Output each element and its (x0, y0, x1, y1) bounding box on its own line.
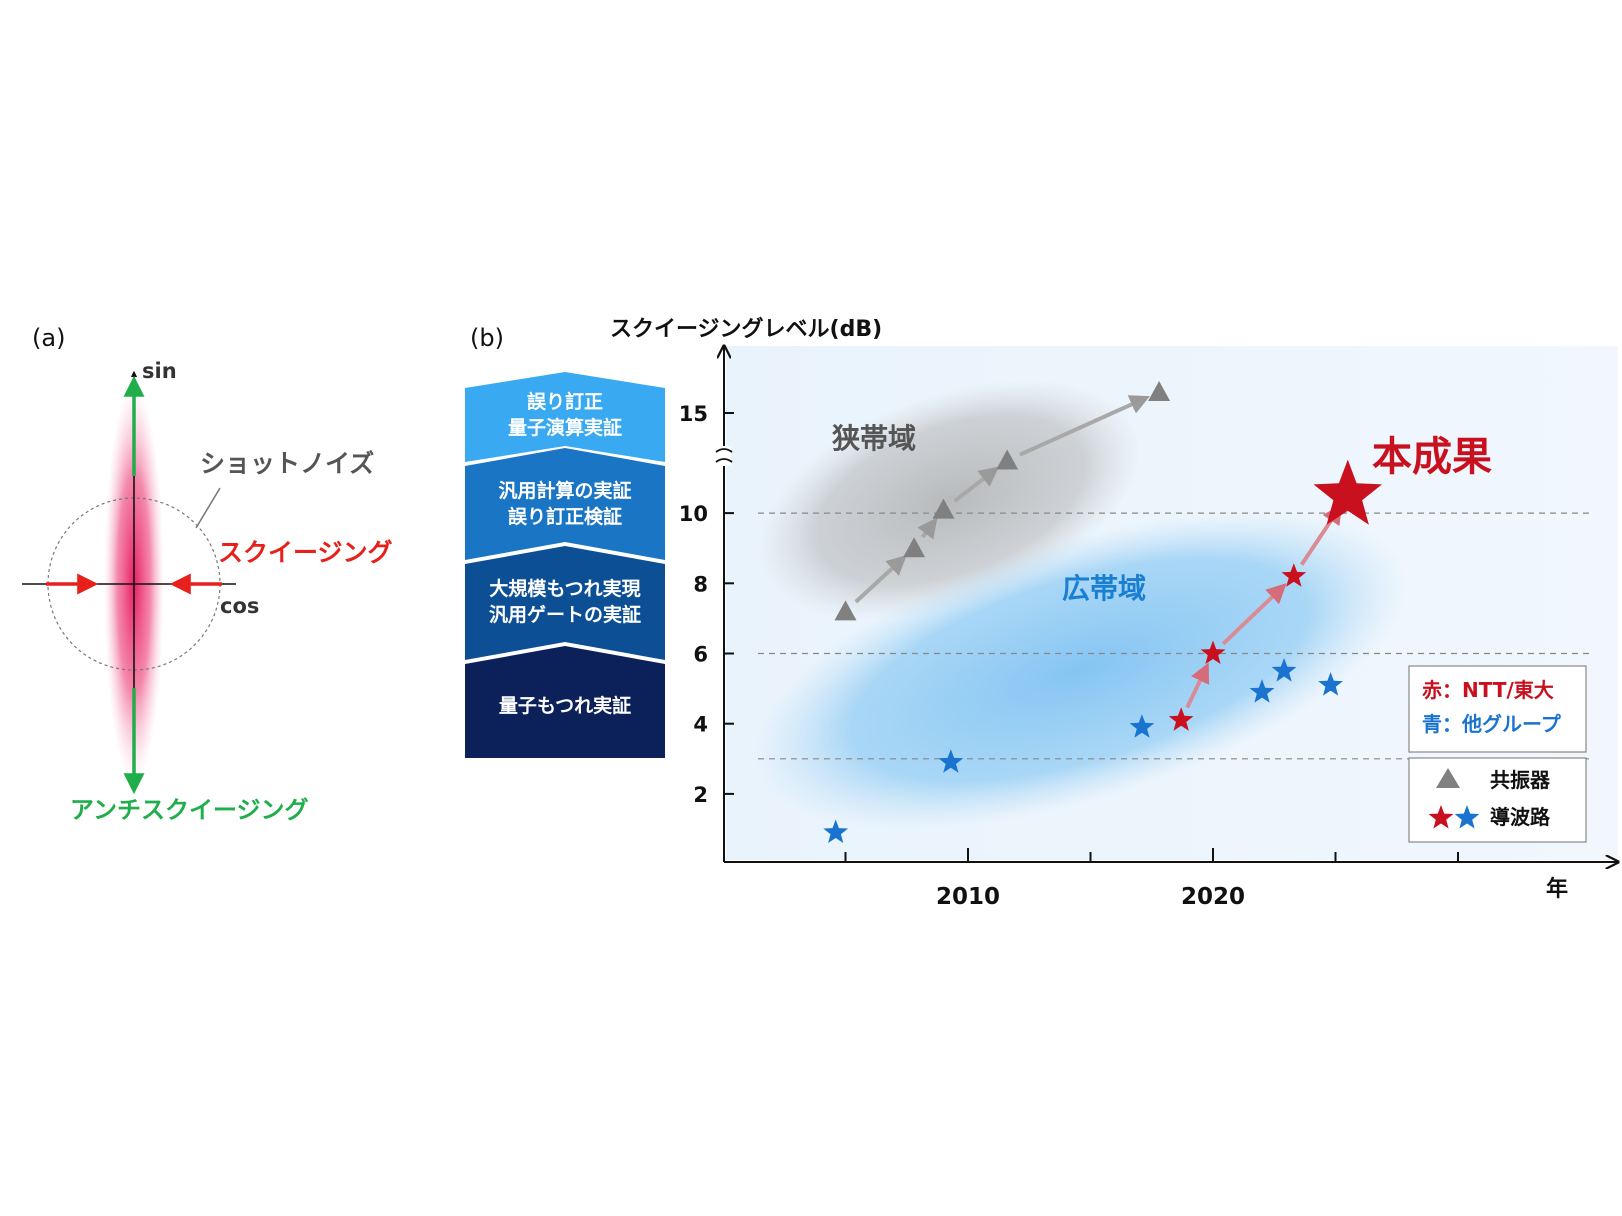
legend-blue-star-icon (1454, 805, 1480, 829)
stage-4-line1: 誤り訂正 (527, 390, 603, 413)
panel-b-label: (b) (470, 324, 504, 352)
y-tick-label: 4 (693, 713, 708, 737)
data-markers (823, 381, 1382, 843)
x-ticks: 2010 2020 (844, 848, 1459, 910)
resonator-trend-arrow (953, 466, 1000, 503)
resonator-trend-arrow (1019, 395, 1150, 457)
resonator-point (834, 600, 857, 621)
x-tick-label: 2020 (1181, 884, 1245, 910)
other-waveguide-point (938, 749, 964, 773)
resonator-trend-arrow (854, 554, 907, 604)
stage-2-block (465, 546, 665, 660)
other-waveguide-point (1318, 672, 1343, 696)
y-axis-title: スクイージングレベル(dB) (610, 316, 882, 342)
panel-a-label: (a) (32, 324, 65, 352)
legend-resonator-label: 共振器 (1490, 768, 1551, 792)
ntt-trend-arrow (1221, 583, 1287, 646)
y-axis-break (715, 446, 733, 466)
shot-noise-label: ショットノイズ (200, 449, 374, 478)
shot-noise-leader (195, 487, 221, 529)
legend-blue-group: 青：他グループ (1422, 712, 1562, 736)
stage-2-line2: 汎用ゲートの実証 (489, 603, 641, 626)
other-waveguide-point (1249, 679, 1275, 703)
stage-column: 誤り訂正 量子演算実証 汎用計算の実証 誤り訂正検証 大規模もつれ実現 汎用ゲー… (465, 372, 665, 758)
y-tick-label: 15 (679, 402, 708, 426)
marker-legend: 共振器 導波路 (1408, 757, 1587, 843)
ntt-waveguide-point (1200, 640, 1226, 664)
broadband-label: 広帯域 (1062, 572, 1146, 605)
resonator-point (1148, 381, 1171, 401)
other-waveguide-point (1271, 658, 1297, 682)
legend-triangle-icon (1436, 768, 1460, 788)
sin-label: sin (142, 359, 177, 383)
stage-2-line1: 大規模もつれ実現 (489, 577, 640, 600)
ntt-trend-arrow (1185, 662, 1210, 709)
stage-1-block (465, 646, 665, 758)
ntt-waveguide-point (1281, 563, 1307, 587)
cos-label: cos (220, 594, 259, 618)
stage-3-block (465, 448, 665, 560)
resonator-point (903, 537, 926, 558)
broadband-region (752, 510, 1408, 830)
y-tick-label: 10 (679, 502, 708, 526)
y-tick-label: 6 (693, 643, 708, 667)
resonator-point (932, 498, 955, 519)
legend-star-icons (1428, 805, 1480, 829)
other-waveguide-point (1129, 714, 1155, 738)
group-legend: 赤：NTT/東大 青：他グループ (1408, 665, 1587, 753)
legend-red-group: 赤：NTT/東大 (1422, 678, 1554, 702)
stage-4-block (465, 372, 665, 462)
anti-squeezing-label: アンチスクイージング (70, 796, 309, 824)
stage-4-line2: 量子演算実証 (508, 416, 622, 439)
panel-b: (b) 誤り訂正 量子演算実証 汎用計算の実証 誤り訂正検証 大規模もつれ実現 … (465, 316, 1618, 910)
y-tick-label: 8 (693, 572, 708, 596)
legend-red-star-icon (1428, 805, 1454, 829)
resonator-trend-arrow (917, 517, 938, 540)
panel-a: (a) sin cos ショットノイズ スクイージング アンチスクイージング (22, 324, 393, 824)
x-tick-label: 2010 (936, 884, 1000, 910)
narrowband-label: 狭帯域 (831, 422, 916, 455)
squeezing-label: スクイージング (218, 538, 393, 567)
other-waveguide-point (823, 819, 849, 843)
stage-1-line1: 量子もつれ実証 (499, 694, 631, 717)
legend-waveguide-label: 導波路 (1490, 805, 1551, 829)
stage-3-line2: 誤り訂正検証 (508, 505, 622, 528)
ntt-waveguide-point (1168, 707, 1194, 731)
this-result-star (1313, 459, 1382, 525)
this-result-label: 本成果 (1372, 434, 1492, 480)
stage-3-line1: 汎用計算の実証 (498, 479, 631, 502)
y-tick-label: 2 (693, 783, 708, 807)
resonator-point (996, 449, 1019, 470)
y-ticks: 2 4 6 8 10 15 (679, 402, 734, 807)
x-axis-title: 年 (1546, 876, 1568, 902)
